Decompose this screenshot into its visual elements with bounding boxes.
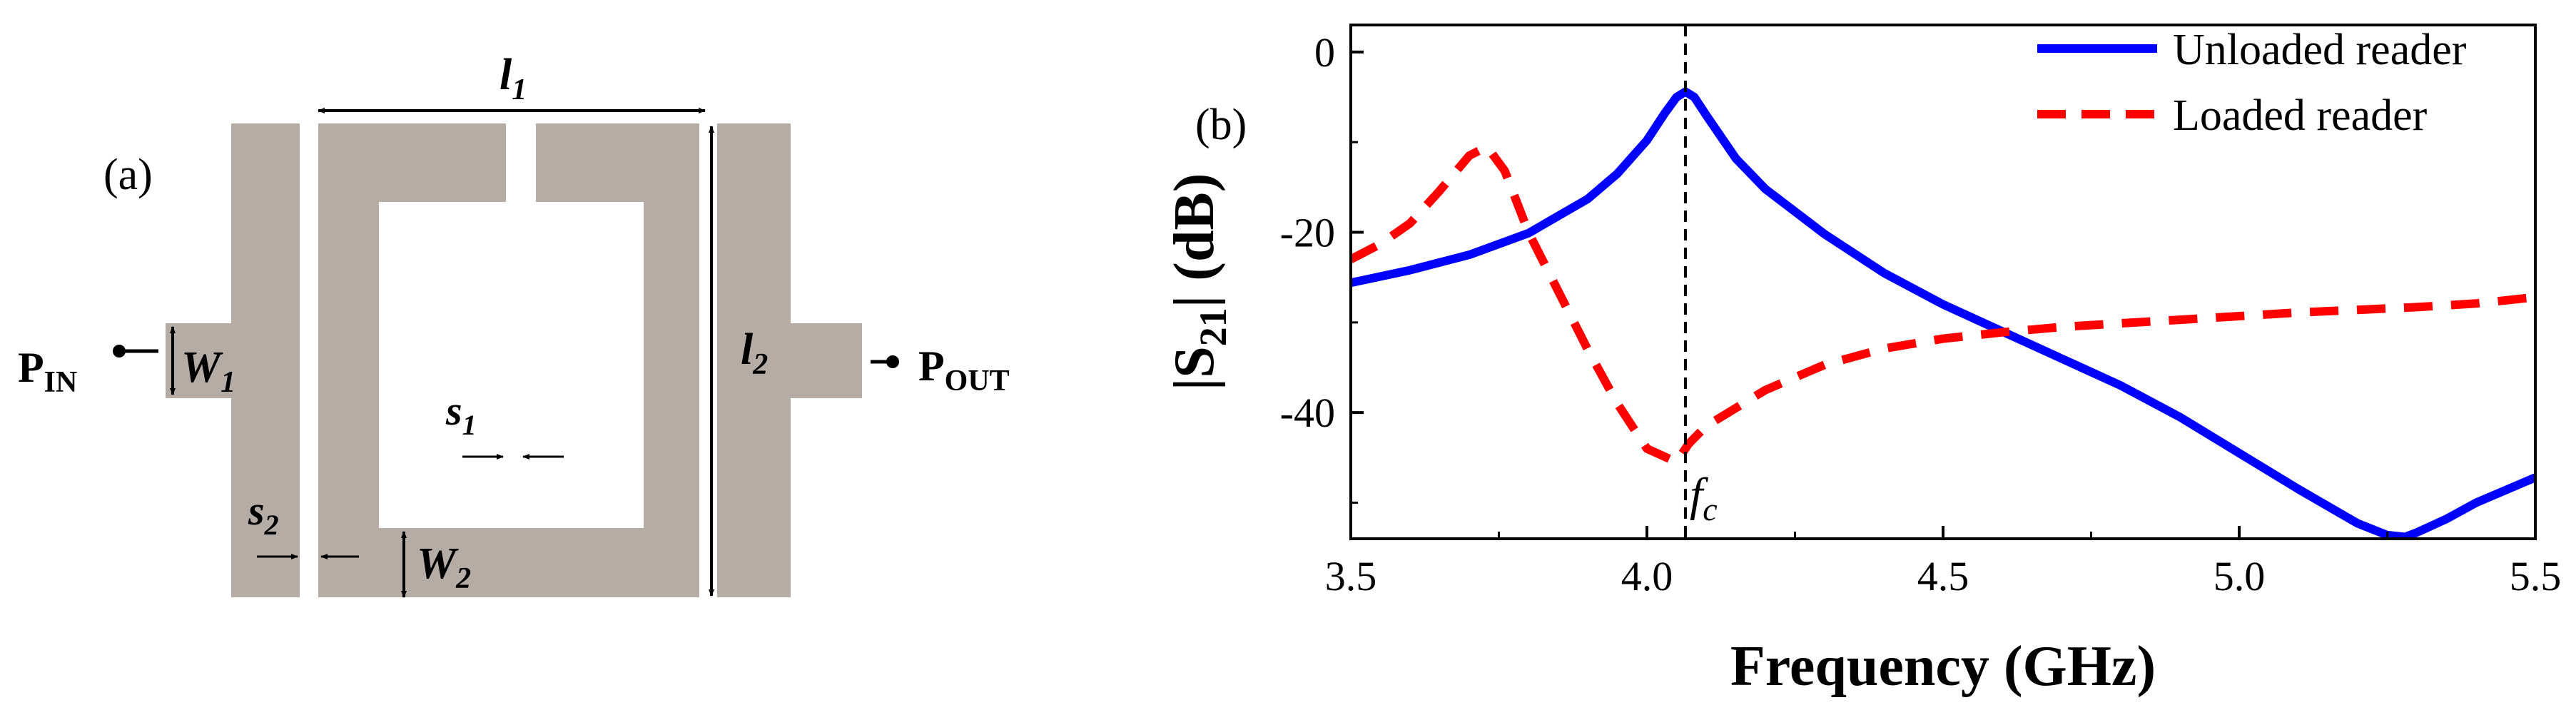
port-out-label: P: [918, 343, 945, 390]
panel-b-label: (b): [1195, 101, 1247, 149]
center-frequency-sub: c: [1703, 491, 1717, 527]
y-axis-label-sub: 21: [1192, 308, 1234, 346]
port-out-sub: OUT: [945, 365, 1010, 397]
svg-text:PIN: PIN: [18, 344, 77, 399]
dim-l1-label: l: [500, 51, 512, 99]
port-in-label: P: [18, 344, 44, 391]
dim-w2-label: W: [417, 539, 459, 588]
dim-s2-sub: 2: [264, 509, 279, 541]
x-tick-label: 5.5: [2510, 553, 2562, 599]
svg-text:POUT: POUT: [918, 343, 1010, 397]
dim-s2-label: s: [248, 487, 265, 534]
x-axis-label: Frequency (GHz): [1730, 635, 2156, 698]
svg-text:|S21| (dB): |S21| (dB): [1163, 173, 1234, 391]
dim-w1: W1: [170, 326, 235, 399]
y-axis-label: |S21| (dB): [1163, 173, 1234, 391]
dim-l2-sub: 2: [752, 348, 768, 381]
port-in: PIN: [18, 344, 158, 399]
legend-label-loaded: Loaded reader: [2173, 91, 2428, 140]
x-tick-label: 5.0: [2214, 553, 2266, 599]
dim-w2: W2: [401, 531, 471, 598]
dim-s2: s2: [248, 487, 359, 559]
legend-item-unloaded: Unloaded reader: [2037, 26, 2467, 74]
svg-text:fc: fc: [1690, 469, 1718, 527]
y-tick-label: -40: [1280, 390, 1335, 436]
legend: Unloaded reader Loaded reader: [2037, 26, 2467, 140]
x-axis-ticks: 3.5 4.0 4.5 5.0 5.5: [1325, 526, 2562, 599]
x-tick-label: 4.0: [1621, 553, 1673, 599]
dim-s1-label: s: [445, 387, 462, 434]
dim-s1-sub: 1: [462, 409, 477, 441]
dim-w2-sub: 2: [455, 562, 471, 595]
series-line-unloaded: [1351, 87, 2535, 539]
dim-l1: l1: [318, 51, 706, 113]
svg-text:l1: l1: [500, 51, 527, 106]
dim-l2-label: l: [741, 325, 754, 374]
svg-text:s1: s1: [445, 387, 477, 441]
input-coupling-strip: [231, 123, 300, 597]
x-tick-label: 3.5: [1325, 553, 1377, 599]
y-tick-label: -20: [1280, 210, 1335, 256]
dim-l1-sub: 1: [512, 73, 527, 106]
dim-w1-label: W: [181, 343, 223, 392]
panel-a-label: (a): [103, 151, 153, 199]
dim-l2: l2: [709, 126, 768, 597]
y-axis-label-post: | (dB): [1163, 173, 1226, 308]
legend-label-unloaded: Unloaded reader: [2173, 26, 2467, 74]
metal-layer: [166, 123, 862, 597]
y-tick-label: 0: [1314, 29, 1335, 76]
series-layer: [1351, 87, 2535, 539]
dim-w1-sub: 1: [220, 366, 235, 399]
legend-item-loaded: Loaded reader: [2037, 91, 2428, 140]
resonator-layout: (a) l1 l2 W1 W2: [18, 51, 1010, 598]
y-axis-ticks: 0 -20 -40: [1280, 29, 1364, 504]
resonator-loop: [318, 123, 699, 597]
svg-text:l2: l2: [741, 325, 768, 381]
output-feed-stub: [791, 323, 862, 398]
input-feed-stub: [166, 323, 231, 398]
port-in-sub: IN: [44, 366, 78, 399]
port-out: POUT: [871, 343, 1010, 397]
y-axis-label-pre: |S: [1163, 346, 1226, 390]
plot-area: [1351, 87, 2535, 539]
output-coupling-strip: [717, 123, 791, 597]
s21-chart: (b) 3.5 4.0 4.5 5.0 5.5 0 -20 -40 Frequency (G…: [1163, 24, 2562, 698]
dim-s1: s1: [445, 387, 564, 460]
x-tick-label: 4.5: [1917, 553, 1969, 599]
svg-text:W1: W1: [181, 343, 235, 399]
svg-text:W2: W2: [417, 539, 471, 595]
svg-text:s2: s2: [248, 487, 279, 541]
